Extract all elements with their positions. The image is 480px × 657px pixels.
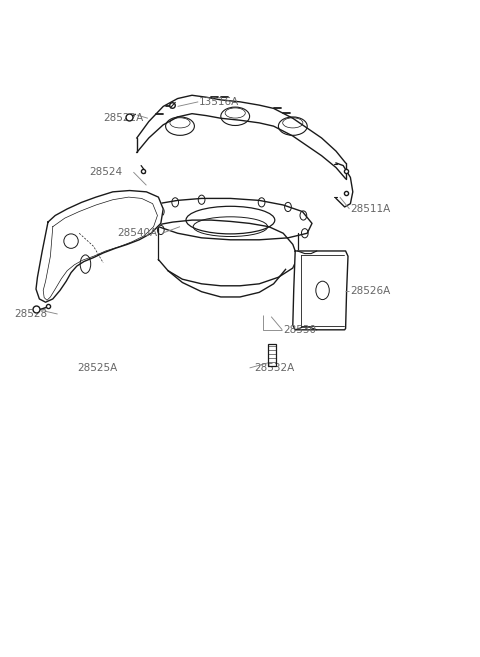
Text: 28528: 28528 [14, 309, 48, 319]
Text: 28522A: 28522A [103, 113, 144, 124]
Text: 28530: 28530 [283, 325, 316, 335]
Text: 28524: 28524 [89, 167, 122, 177]
Text: 28511A: 28511A [350, 204, 391, 214]
Text: 28540A: 28540A [118, 228, 158, 238]
Polygon shape [36, 191, 163, 302]
Text: 28525A: 28525A [77, 363, 117, 373]
Text: 13516A: 13516A [199, 97, 240, 107]
Polygon shape [293, 251, 348, 330]
Text: 28526A: 28526A [350, 286, 391, 296]
Text: 28532A: 28532A [254, 363, 295, 373]
